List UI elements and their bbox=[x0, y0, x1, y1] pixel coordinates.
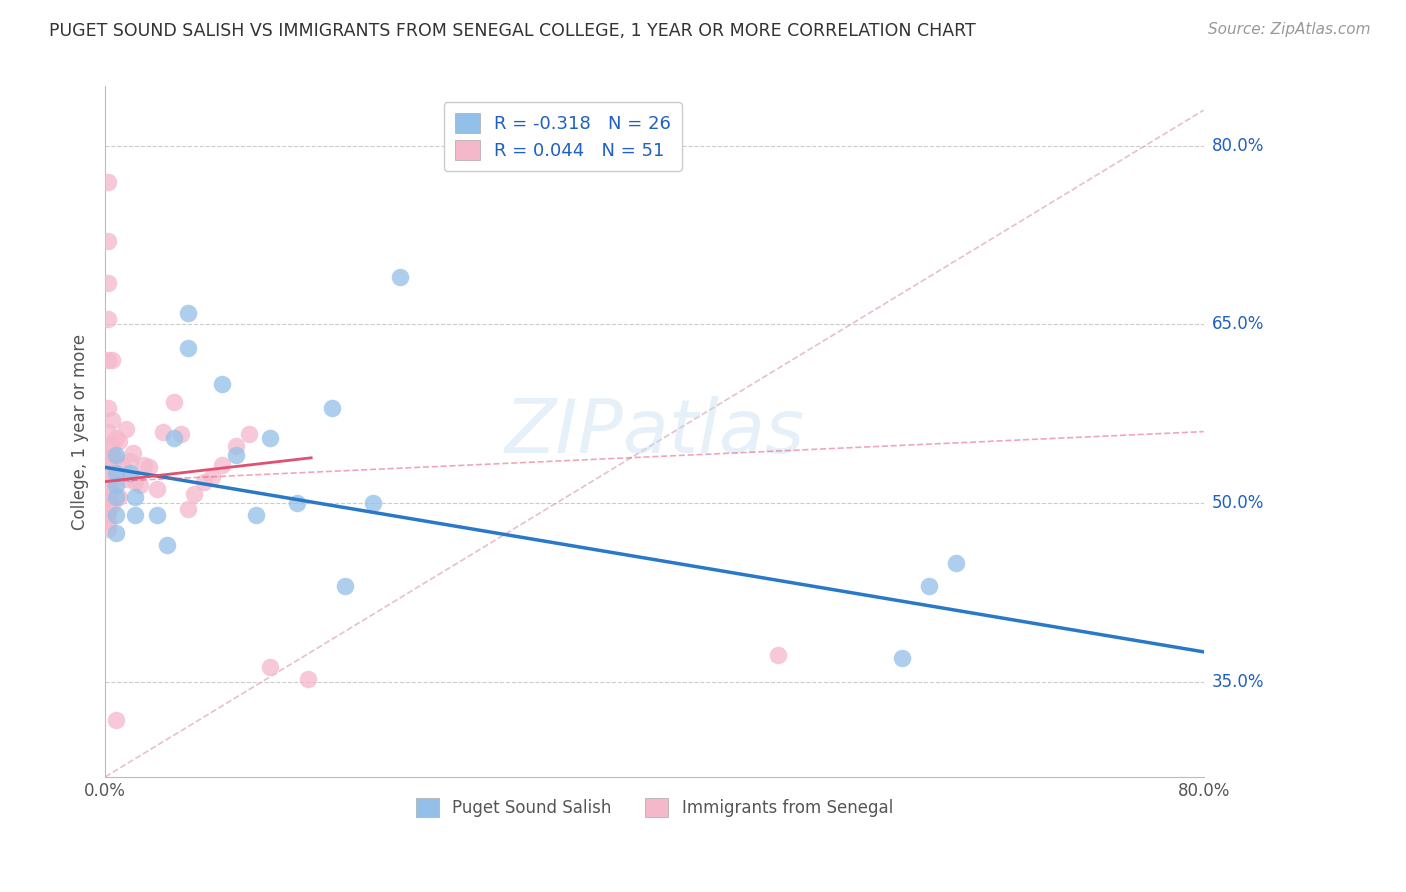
Point bbox=[146, 482, 169, 496]
Point bbox=[105, 449, 128, 463]
Text: 50.0%: 50.0% bbox=[1212, 494, 1264, 512]
Point bbox=[97, 499, 120, 513]
Point bbox=[118, 467, 141, 481]
Point bbox=[389, 269, 412, 284]
Point bbox=[101, 439, 124, 453]
Point bbox=[287, 496, 309, 510]
Point bbox=[297, 672, 319, 686]
Point bbox=[101, 467, 124, 481]
Point bbox=[105, 525, 128, 540]
Point bbox=[124, 475, 146, 489]
Point bbox=[97, 450, 120, 465]
Point bbox=[97, 353, 120, 368]
Point bbox=[128, 478, 150, 492]
Point bbox=[163, 431, 186, 445]
Point bbox=[335, 579, 357, 593]
Point bbox=[101, 353, 124, 368]
Point bbox=[111, 458, 134, 472]
Point bbox=[97, 478, 120, 492]
Y-axis label: College, 1 year or more: College, 1 year or more bbox=[72, 334, 89, 530]
Point bbox=[152, 425, 174, 439]
Point bbox=[156, 538, 179, 552]
Point bbox=[321, 401, 343, 415]
Point bbox=[124, 508, 146, 522]
Point bbox=[108, 434, 131, 449]
Point bbox=[97, 276, 120, 290]
Point bbox=[105, 478, 128, 492]
Point bbox=[183, 486, 205, 500]
Point bbox=[97, 522, 120, 536]
Point bbox=[101, 482, 124, 496]
Point bbox=[97, 467, 120, 481]
Point bbox=[97, 175, 120, 189]
Point bbox=[114, 472, 136, 486]
Point bbox=[105, 490, 128, 504]
Point bbox=[114, 422, 136, 436]
Point bbox=[193, 475, 215, 489]
Point bbox=[101, 450, 124, 465]
Point bbox=[225, 439, 247, 453]
Point bbox=[918, 579, 941, 593]
Point bbox=[97, 311, 120, 326]
Text: 35.0%: 35.0% bbox=[1212, 673, 1264, 690]
Point bbox=[945, 556, 967, 570]
Legend: Puget Sound Salish, Immigrants from Senegal: Puget Sound Salish, Immigrants from Sene… bbox=[409, 792, 900, 824]
Point bbox=[201, 470, 224, 484]
Point bbox=[176, 341, 198, 355]
Point bbox=[97, 506, 120, 520]
Point bbox=[176, 305, 198, 319]
Point bbox=[105, 713, 128, 727]
Point bbox=[211, 376, 233, 391]
Point bbox=[121, 446, 143, 460]
Point bbox=[259, 660, 281, 674]
Point bbox=[890, 650, 912, 665]
Point bbox=[105, 450, 128, 465]
Point bbox=[132, 458, 155, 472]
Point bbox=[211, 458, 233, 472]
Point bbox=[97, 234, 120, 248]
Text: ZIPatlas: ZIPatlas bbox=[505, 396, 804, 467]
Point bbox=[105, 431, 128, 445]
Point bbox=[138, 460, 160, 475]
Point bbox=[97, 490, 120, 504]
Point bbox=[259, 431, 281, 445]
Text: PUGET SOUND SALISH VS IMMIGRANTS FROM SENEGAL COLLEGE, 1 YEAR OR MORE CORRELATIO: PUGET SOUND SALISH VS IMMIGRANTS FROM SE… bbox=[49, 22, 976, 40]
Point bbox=[101, 413, 124, 427]
Point bbox=[97, 401, 120, 415]
Point bbox=[97, 439, 120, 453]
Point bbox=[176, 502, 198, 516]
Point bbox=[170, 427, 193, 442]
Point bbox=[105, 508, 128, 522]
Point bbox=[101, 499, 124, 513]
Point bbox=[766, 648, 789, 663]
Text: 65.0%: 65.0% bbox=[1212, 316, 1264, 334]
Point bbox=[124, 490, 146, 504]
Point bbox=[245, 508, 267, 522]
Point bbox=[97, 514, 120, 528]
Point bbox=[146, 508, 169, 522]
Text: 80.0%: 80.0% bbox=[1212, 136, 1264, 155]
Point bbox=[97, 425, 120, 439]
Point bbox=[163, 395, 186, 409]
Point bbox=[108, 490, 131, 504]
Point bbox=[105, 467, 128, 481]
Point bbox=[238, 427, 260, 442]
Point bbox=[118, 454, 141, 468]
Text: Source: ZipAtlas.com: Source: ZipAtlas.com bbox=[1208, 22, 1371, 37]
Point bbox=[361, 496, 384, 510]
Point bbox=[225, 449, 247, 463]
